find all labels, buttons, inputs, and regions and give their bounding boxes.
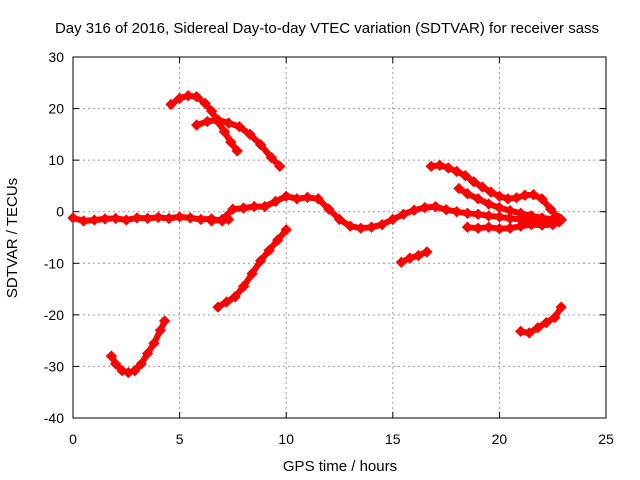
- data-point: [141, 347, 154, 360]
- series-track-rise-1: [105, 315, 171, 379]
- data-point: [225, 136, 237, 148]
- series-line: [108, 318, 168, 376]
- x-tick-label: 25: [598, 431, 614, 447]
- data-point: [461, 188, 474, 200]
- x-tick-label: 20: [492, 431, 508, 447]
- data-point: [109, 212, 122, 225]
- data-point: [269, 195, 282, 208]
- data-point: [421, 246, 433, 258]
- data-point: [152, 211, 164, 224]
- data-point: [523, 327, 535, 339]
- series-track-mid-1: [395, 246, 433, 268]
- data-point: [227, 203, 239, 215]
- data-point: [129, 364, 141, 377]
- data-point: [504, 205, 516, 217]
- data-point: [333, 213, 346, 226]
- data-point: [218, 126, 231, 138]
- y-tick-label: 0: [56, 204, 64, 220]
- data-point: [468, 176, 480, 188]
- data-point: [461, 221, 474, 233]
- data-point: [263, 244, 275, 257]
- data-point: [536, 193, 548, 205]
- data-point: [163, 212, 175, 225]
- plot-frame: [72, 56, 607, 419]
- data-point: [504, 222, 516, 234]
- data-point: [237, 202, 250, 214]
- series-track-baseline-a: [67, 211, 235, 227]
- data-point: [451, 165, 463, 178]
- data-point: [233, 120, 245, 133]
- data-point: [344, 220, 356, 232]
- series-track-rise-2: [212, 224, 292, 313]
- y-axis-title: SDTVAR / TECUs: [4, 178, 21, 298]
- y-tick-label: 30: [48, 49, 64, 65]
- y-tick-label: -30: [44, 358, 64, 374]
- data-point: [323, 203, 335, 215]
- x-tick-label: 10: [278, 431, 294, 447]
- data-point: [184, 212, 196, 224]
- data-point: [259, 200, 271, 213]
- data-point: [199, 97, 211, 110]
- data-point: [532, 322, 544, 334]
- x-tick-label: 15: [385, 431, 401, 447]
- x-tick-label: 5: [176, 431, 184, 447]
- data-point: [222, 117, 235, 129]
- data-point: [515, 207, 527, 219]
- y-tick-label: -40: [44, 410, 64, 426]
- data-point: [387, 213, 399, 226]
- series-line: [208, 193, 565, 232]
- data-point: [504, 212, 516, 225]
- series-track-late-4: [515, 301, 567, 339]
- data-point: [395, 256, 408, 268]
- data-point: [515, 220, 527, 232]
- series-track-arc-1: [165, 90, 243, 157]
- y-tick-label: 20: [48, 101, 64, 117]
- data-point: [78, 215, 90, 227]
- data-point: [544, 203, 557, 215]
- data-point: [459, 169, 471, 182]
- x-tick-label: 0: [69, 431, 77, 447]
- data-point: [493, 201, 506, 214]
- data-point: [110, 358, 122, 370]
- data-point: [472, 208, 484, 220]
- series-track-late-3: [461, 216, 565, 235]
- data-point: [231, 145, 243, 157]
- axis-ticks: 0 5 10 15 20 25 -40 -30 -20 -10 0 10 20 30: [44, 49, 614, 447]
- data-point: [246, 267, 258, 280]
- data-point: [527, 189, 540, 201]
- data-point: [205, 105, 218, 117]
- data-point: [485, 186, 497, 198]
- data-point: [301, 191, 314, 203]
- y-tick-label: 10: [48, 152, 64, 168]
- data-point: [536, 212, 548, 224]
- data-point: [154, 324, 167, 336]
- data-point: [376, 218, 388, 231]
- series-layer: [67, 90, 567, 379]
- x-axis-title: GPS time / hours: [283, 458, 397, 475]
- data-point: [404, 252, 416, 264]
- series-line: [428, 162, 563, 222]
- data-point: [254, 255, 267, 267]
- data-point: [182, 90, 194, 102]
- chart-title: Day 316 of 2016, Sidereal Day-to-day VTE…: [55, 20, 599, 37]
- data-point: [442, 162, 454, 174]
- data-point: [555, 301, 567, 313]
- data-point: [355, 222, 367, 234]
- data-point: [515, 325, 527, 338]
- grid-lines: [73, 57, 606, 418]
- data-point: [425, 160, 437, 172]
- y-tick-label: -20: [44, 307, 64, 323]
- data-point: [237, 280, 250, 293]
- data-point: [493, 223, 506, 235]
- data-point: [453, 182, 465, 195]
- y-tick-label: -10: [44, 255, 64, 271]
- data-point: [397, 208, 410, 220]
- data-point: [291, 193, 303, 205]
- data-point: [131, 212, 143, 224]
- data-point: [365, 221, 378, 233]
